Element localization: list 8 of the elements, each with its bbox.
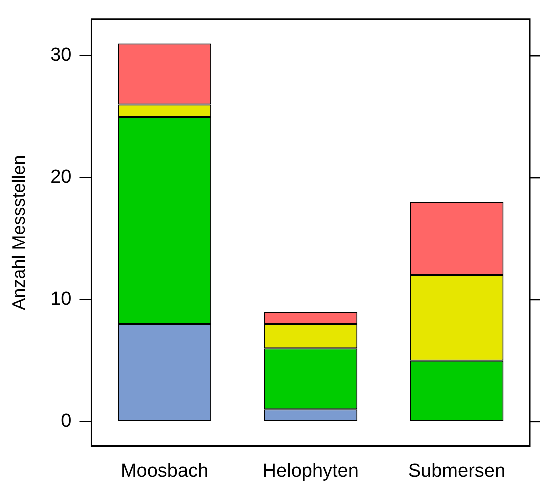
- y-tick-label: 10: [50, 289, 72, 310]
- x-tick-label: Submersen: [408, 460, 506, 482]
- y-tick-label: 30: [50, 45, 72, 66]
- y-tick-label: 0: [61, 411, 72, 432]
- x-tick-label: Helophyten: [262, 460, 359, 482]
- y-axis-title: Anzahl Messstellen: [8, 155, 29, 310]
- y-tick-label: 20: [50, 167, 72, 188]
- x-tick-label: Moosbach: [120, 460, 209, 482]
